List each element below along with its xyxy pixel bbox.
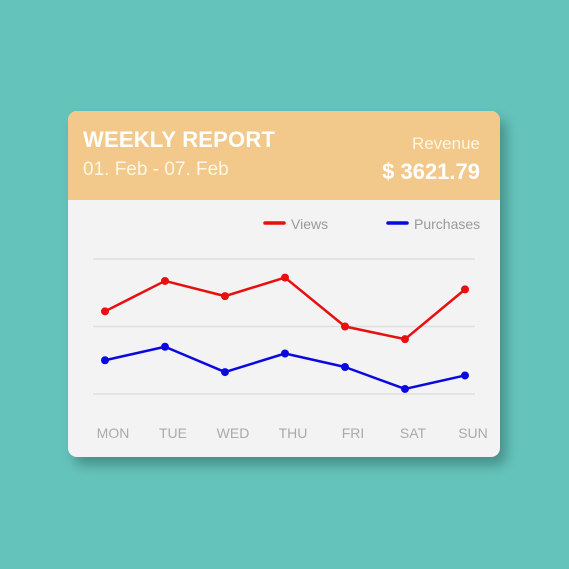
data-point-purchases [401,384,409,393]
data-point-views [281,273,289,282]
card-header: WEEKLY REPORT 01. Feb - 07. Feb Revenue … [68,111,500,200]
data-point-purchases [221,368,229,377]
data-point-views [101,307,109,316]
data-point-purchases [341,363,349,371]
legend-label-views: Views [291,216,328,232]
revenue-value: $ 3621.79 [382,159,480,184]
series-line-views [104,276,466,341]
data-point-views [161,276,169,285]
revenue-label: Revenue [411,134,480,153]
data-point-purchases [101,356,109,365]
data-point-views [221,292,229,301]
x-tick-label: TUE [159,425,187,441]
report-title: WEEKLY REPORT [83,127,276,152]
legend-label-purchases: Purchases [414,216,480,232]
x-tick-label: SAT [400,425,427,441]
line-chart: Views Purchases MON TUE WED THU FRI SAT SUN [93,216,488,441]
x-tick-label: WED [217,425,250,441]
data-point-views [461,285,469,294]
x-tick-label: SUN [458,425,488,441]
data-point-views [401,335,409,344]
weekly-report-card: WEEKLY REPORT 01. Feb - 07. Feb Revenue … [68,111,500,457]
data-point-purchases [161,342,169,351]
data-point-purchases [461,371,469,380]
data-point-purchases [281,349,289,358]
data-point-views [341,322,349,331]
x-tick-label: FRI [342,425,365,441]
x-tick-label: MON [97,425,130,441]
x-tick-label: THU [279,425,308,441]
date-range: 01. Feb - 07. Feb [83,159,229,180]
